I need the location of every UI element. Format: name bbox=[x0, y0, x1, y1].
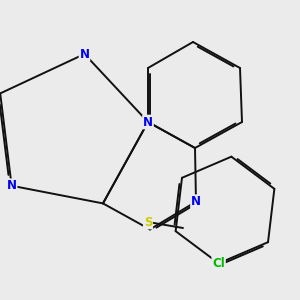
Text: S: S bbox=[144, 215, 152, 229]
Text: N: N bbox=[191, 195, 201, 208]
Text: N: N bbox=[7, 179, 16, 192]
Text: N: N bbox=[80, 47, 89, 61]
Text: N: N bbox=[143, 116, 153, 128]
Text: Cl: Cl bbox=[212, 257, 225, 270]
